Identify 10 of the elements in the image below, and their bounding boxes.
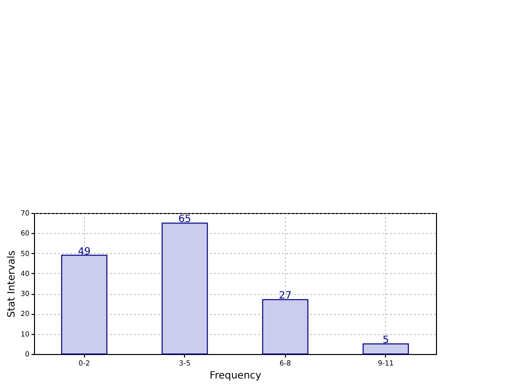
data-label: 5 bbox=[382, 334, 389, 346]
x-axis-title: Frequency bbox=[210, 370, 262, 382]
data-label: 27 bbox=[278, 290, 292, 302]
bar bbox=[262, 299, 308, 354]
data-label: 49 bbox=[78, 246, 91, 258]
bar bbox=[61, 254, 108, 354]
data-label: 65 bbox=[178, 214, 192, 226]
bar bbox=[162, 222, 208, 354]
y-axis-title: Stat Intervals bbox=[6, 250, 18, 318]
bar bbox=[362, 343, 409, 354]
